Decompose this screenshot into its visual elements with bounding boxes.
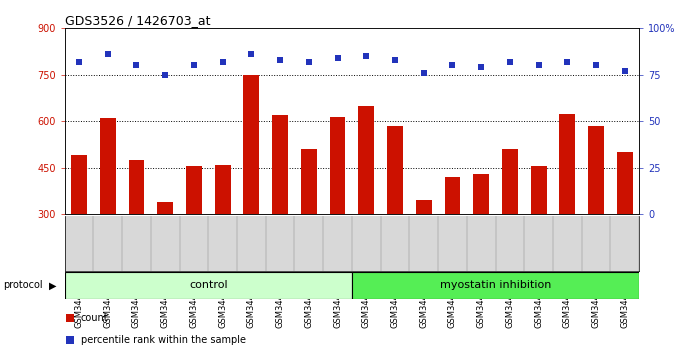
Text: count: count xyxy=(81,313,108,323)
Bar xyxy=(330,116,345,214)
Bar xyxy=(445,177,460,214)
Bar xyxy=(560,114,575,214)
Text: myostatin inhibition: myostatin inhibition xyxy=(440,280,551,290)
Bar xyxy=(387,126,403,214)
Bar xyxy=(71,155,87,214)
Bar xyxy=(617,152,632,214)
Bar xyxy=(65,272,352,299)
Bar xyxy=(243,75,259,214)
Text: protocol: protocol xyxy=(3,280,43,290)
Text: control: control xyxy=(189,280,228,290)
Bar xyxy=(473,174,489,214)
Bar xyxy=(129,160,144,214)
Bar xyxy=(100,118,116,214)
Bar xyxy=(157,202,173,214)
Text: percentile rank within the sample: percentile rank within the sample xyxy=(81,335,245,345)
Bar xyxy=(531,166,547,214)
Text: ▶: ▶ xyxy=(49,280,56,290)
Bar xyxy=(358,106,374,214)
Bar xyxy=(186,166,202,214)
Bar xyxy=(301,149,317,214)
Bar xyxy=(588,126,604,214)
Bar xyxy=(502,149,517,214)
Bar xyxy=(215,165,231,214)
Text: GDS3526 / 1426703_at: GDS3526 / 1426703_at xyxy=(65,14,210,27)
Bar xyxy=(352,272,639,299)
Bar xyxy=(272,115,288,214)
Bar xyxy=(416,200,432,214)
